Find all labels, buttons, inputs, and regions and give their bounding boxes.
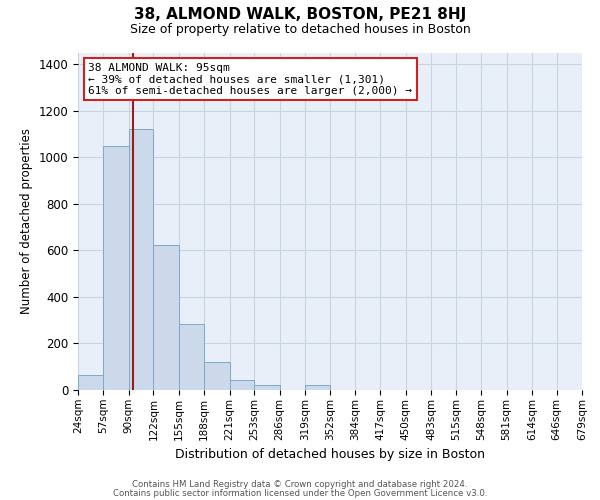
- Bar: [154, 244, 179, 390]
- Text: Contains HM Land Registry data © Crown copyright and database right 2024.: Contains HM Land Registry data © Crown c…: [132, 480, 468, 489]
- Text: Size of property relative to detached houses in Boston: Size of property relative to detached ho…: [130, 22, 470, 36]
- Bar: [103, 146, 129, 390]
- X-axis label: Distribution of detached houses by size in Boston: Distribution of detached houses by size …: [175, 448, 485, 461]
- Text: 38, ALMOND WALK, BOSTON, PE21 8HJ: 38, ALMOND WALK, BOSTON, PE21 8HJ: [134, 8, 466, 22]
- Bar: [254, 386, 280, 390]
- Text: Contains public sector information licensed under the Open Government Licence v3: Contains public sector information licen…: [113, 488, 487, 498]
- Y-axis label: Number of detached properties: Number of detached properties: [20, 128, 33, 314]
- Bar: [179, 324, 204, 390]
- Bar: [305, 386, 331, 390]
- Bar: [78, 375, 103, 390]
- Bar: [204, 362, 230, 390]
- Bar: [129, 130, 154, 390]
- Bar: [230, 380, 254, 390]
- Text: 38 ALMOND WALK: 95sqm
← 39% of detached houses are smaller (1,301)
61% of semi-d: 38 ALMOND WALK: 95sqm ← 39% of detached …: [88, 62, 412, 96]
